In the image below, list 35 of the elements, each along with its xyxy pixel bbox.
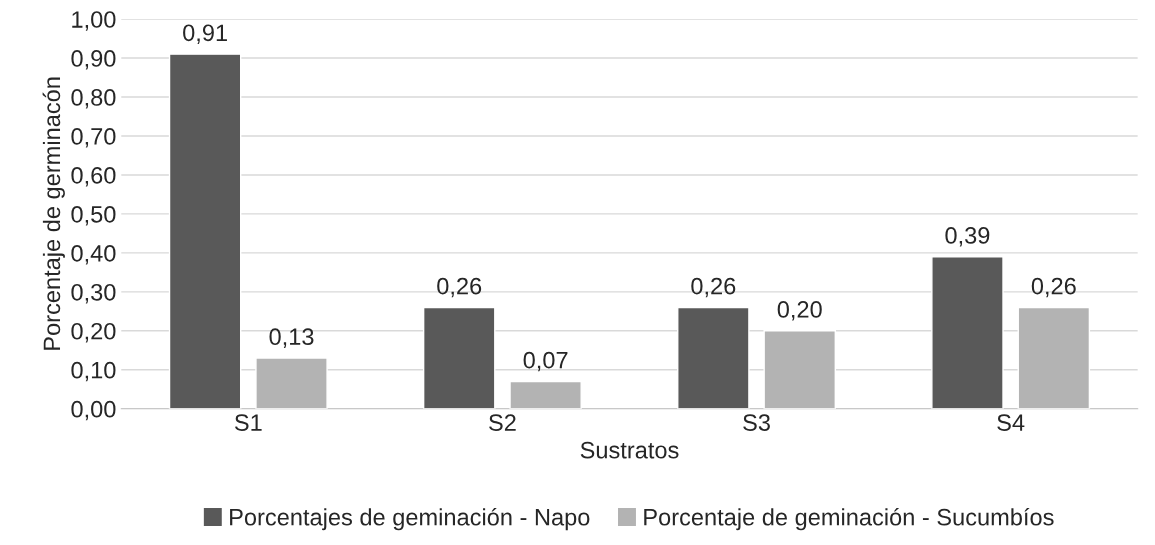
y-tick-label: 0,40: [71, 244, 116, 265]
y-tick-label: 0,80: [71, 89, 116, 109]
data-label: 0,07: [523, 351, 568, 372]
bar: [763, 330, 836, 409]
bar: [255, 357, 328, 409]
legend-label: Porcentaje de geminación - Sucumbíos: [644, 507, 1054, 531]
x-tick-label: S2: [489, 414, 516, 431]
legend-label: Porcentajes de geminación - Napo: [230, 507, 590, 531]
data-label: 0,26: [437, 277, 482, 298]
y-tick-label: 0,90: [71, 50, 116, 70]
data-label: 0,20: [777, 301, 822, 321]
bar: [677, 306, 750, 409]
data-label: 0,39: [945, 227, 990, 247]
data-label: 0,13: [269, 328, 314, 348]
data-label: 0,91: [183, 24, 227, 44]
data-label: 0,26: [691, 277, 736, 298]
y-axis-title: Porcentaje de germinacón: [42, 77, 65, 350]
y-tick-label: 0,00: [71, 400, 116, 421]
x-tick-label: S3: [743, 414, 770, 431]
data-label: 0,26: [1031, 277, 1076, 298]
y-tick-label: 0,20: [71, 322, 116, 343]
bar: [168, 53, 242, 409]
y-tick-label: 0,60: [71, 167, 116, 187]
bar: [1017, 306, 1091, 409]
bar: [931, 256, 1004, 409]
x-tick-label: S1: [234, 414, 262, 431]
y-tick-label: 1,00: [72, 11, 116, 31]
y-tick-label: 0,50: [71, 205, 116, 226]
x-axis-title: Sustratos: [580, 441, 679, 459]
bar: [509, 380, 582, 409]
y-tick-label: 0,10: [71, 361, 116, 382]
bar: [422, 306, 496, 409]
y-tick-label: 0,30: [71, 283, 116, 304]
x-tick-label: S4: [997, 414, 1025, 431]
y-tick-label: 0,70: [71, 128, 116, 148]
